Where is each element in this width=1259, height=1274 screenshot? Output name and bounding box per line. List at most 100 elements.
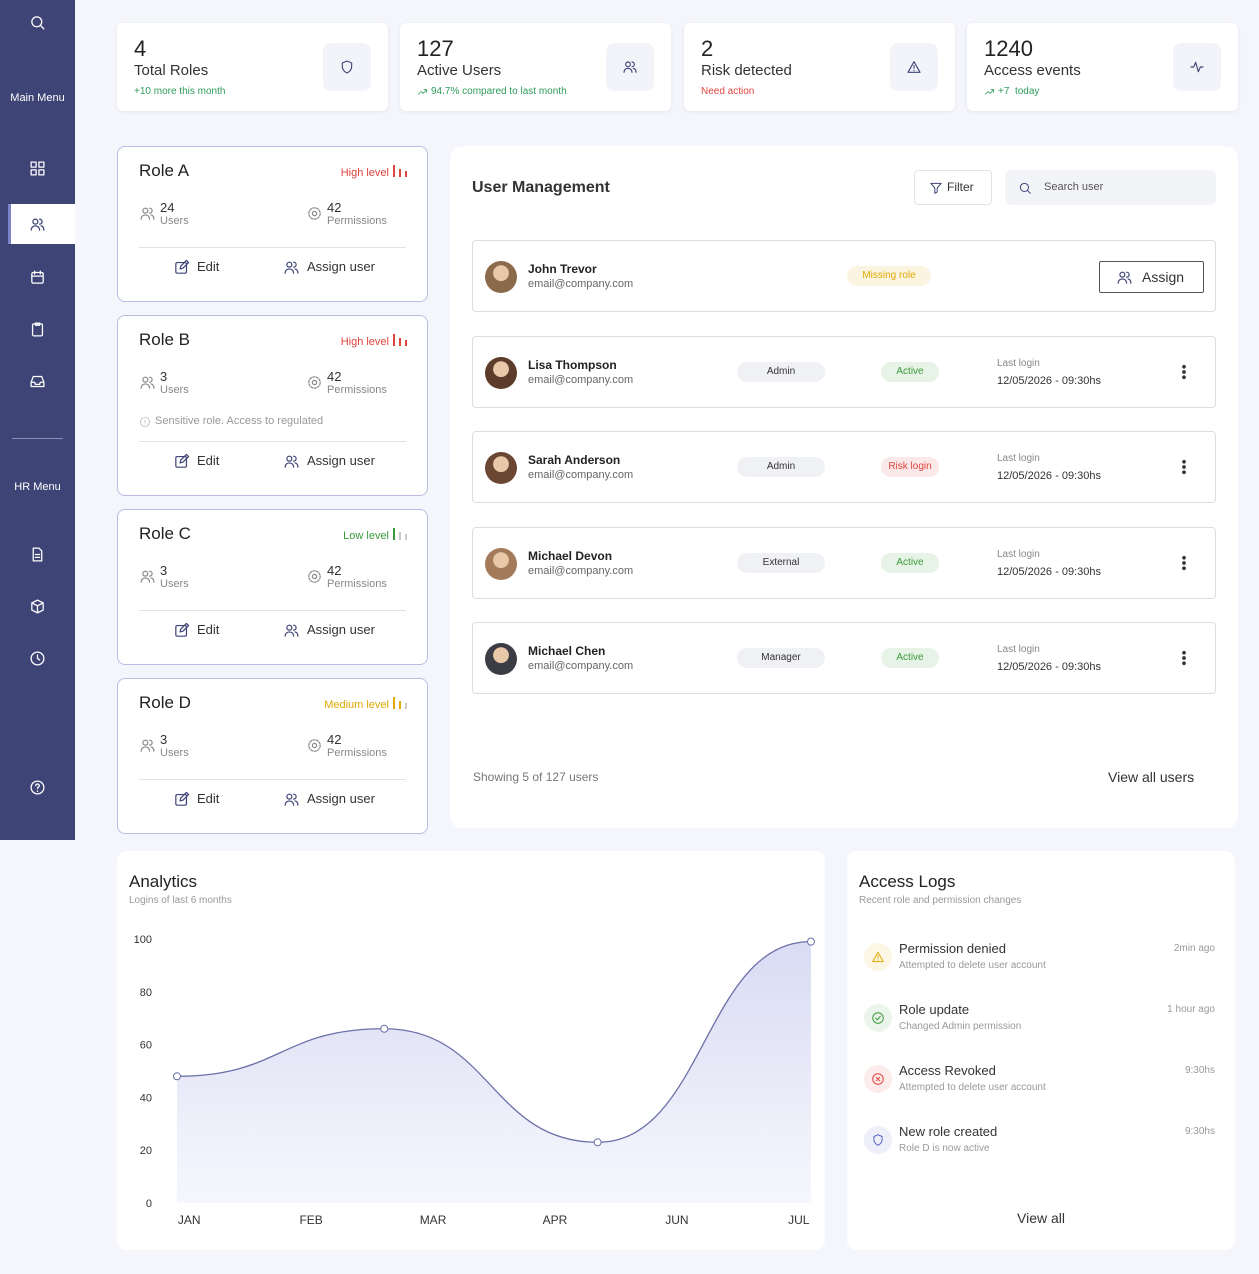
more-button[interactable] xyxy=(1175,649,1193,667)
assign-icon[interactable] xyxy=(283,622,300,639)
search-icon xyxy=(1019,182,1031,194)
point xyxy=(380,1024,389,1033)
help-icon[interactable] xyxy=(29,779,46,796)
users-icon xyxy=(623,61,637,73)
icon-shape xyxy=(1182,375,1186,380)
icon-shape xyxy=(142,207,149,214)
panel-title: User Management xyxy=(472,179,610,196)
log-desc: Changed Admin permission xyxy=(899,1021,1022,1032)
role-card: Role D Medium level 3 Users 42 Permissions Edi… xyxy=(117,678,428,834)
panel-footer: Showing 5 of 127 users xyxy=(473,770,599,784)
level-bar xyxy=(393,697,395,709)
icon-shape xyxy=(311,742,318,749)
role-pill-text: Admin xyxy=(766,366,796,377)
level-bar xyxy=(405,534,407,540)
divider xyxy=(139,247,406,248)
area xyxy=(177,941,811,1203)
icon-shape xyxy=(1182,561,1186,565)
users-icon xyxy=(1117,271,1132,284)
stat-value: 127 xyxy=(417,36,454,61)
assign-button[interactable]: Assign user xyxy=(307,622,375,637)
active-item[interactable] xyxy=(8,204,75,244)
icon-shape xyxy=(417,89,428,95)
more-button[interactable] xyxy=(1175,458,1193,476)
assign-button[interactable]: Assign user xyxy=(307,453,375,468)
more-button[interactable] xyxy=(1175,554,1193,572)
icon-shape xyxy=(140,739,155,752)
user-row: Lisa Thompson email@company.com Admin Activ… xyxy=(472,336,1216,408)
assign-button[interactable]: Assign user xyxy=(307,791,375,806)
edit-button[interactable]: Edit xyxy=(197,259,220,274)
users-icon[interactable] xyxy=(29,216,46,233)
icon-shape xyxy=(175,793,188,806)
role-name: Role C xyxy=(139,524,191,543)
role-permissions-label: Permissions xyxy=(327,215,387,227)
log-time: 9:30hs xyxy=(1184,1126,1215,1137)
icon-shape xyxy=(142,570,149,577)
icon-shape xyxy=(872,1012,884,1024)
edit-icon[interactable] xyxy=(173,791,190,808)
icon-shape xyxy=(140,376,155,389)
assign-button[interactable]: Assign user xyxy=(307,259,375,274)
box-icon[interactable] xyxy=(29,598,46,615)
icon-shape xyxy=(286,261,293,268)
search-icon[interactable] xyxy=(29,14,46,31)
edit-icon[interactable] xyxy=(173,453,190,470)
edit-button[interactable]: Edit xyxy=(197,791,220,806)
edit-button[interactable]: Edit xyxy=(197,622,220,637)
filter-label: Filter xyxy=(947,180,974,194)
role-pill: External xyxy=(737,553,825,573)
log-icon xyxy=(864,1004,892,1032)
role-permissions-label: Permissions xyxy=(327,384,387,396)
inbox-icon[interactable] xyxy=(29,373,46,390)
search-placeholder: Search user xyxy=(1044,181,1104,193)
log-title: Permission denied xyxy=(899,941,1006,956)
grid-icon[interactable] xyxy=(29,160,46,177)
user-name: Michael Chen xyxy=(528,644,606,658)
logs-subtitle: Recent role and permission changes xyxy=(859,895,1022,906)
clock-icon[interactable] xyxy=(29,650,46,667)
icon-shape xyxy=(1019,182,1029,192)
icon-shape xyxy=(311,379,318,386)
icon-shape xyxy=(623,61,637,73)
icon-shape xyxy=(1182,364,1186,369)
last-login: 12/05/2026 - 09:30hs xyxy=(997,375,1101,387)
stat-value: 2 xyxy=(701,36,714,61)
stat-card: 1240 Access events +7 today xyxy=(967,23,1238,111)
check-icon xyxy=(872,1012,884,1024)
assign-icon[interactable] xyxy=(283,453,300,470)
stat-label: Active Users xyxy=(417,62,502,79)
log-icon xyxy=(864,1065,892,1093)
stat-label: Total Roles xyxy=(134,62,209,79)
document-icon[interactable] xyxy=(29,546,46,563)
role-level: Medium level xyxy=(324,699,389,711)
stat-note: Need action xyxy=(701,86,755,97)
avatar xyxy=(485,548,517,580)
warn-icon xyxy=(907,61,921,73)
clipboard-icon[interactable] xyxy=(29,321,46,338)
role-permissions-label: Permissions xyxy=(327,747,387,759)
role-permissions: 42 xyxy=(327,200,342,215)
assign-icon[interactable] xyxy=(283,791,300,808)
users-icon xyxy=(140,739,155,752)
calendar-icon[interactable] xyxy=(29,269,46,286)
edit-icon[interactable] xyxy=(173,259,190,276)
view-all-users[interactable]: View all users xyxy=(1108,769,1195,785)
more-button[interactable] xyxy=(1175,363,1193,381)
assign-icon[interactable] xyxy=(283,259,300,276)
icon-shape xyxy=(872,951,884,963)
icon-shape xyxy=(1182,465,1186,469)
search-input[interactable]: Search user xyxy=(1005,170,1216,205)
edit-button[interactable]: Edit xyxy=(197,453,220,468)
menu-label: HR Menu xyxy=(14,481,61,493)
stat-card: 2 Risk detected Need action xyxy=(684,23,955,111)
assign-user-button[interactable]: Assign xyxy=(1099,261,1204,293)
edit-icon[interactable] xyxy=(173,622,190,639)
user-email: email@company.com xyxy=(528,565,634,577)
icon-shape xyxy=(1182,459,1186,464)
icon-shape xyxy=(1182,656,1186,660)
filter-button[interactable]: Filter xyxy=(914,170,992,205)
view-all-logs[interactable]: View all xyxy=(1017,1210,1065,1226)
icon-shape xyxy=(284,793,299,806)
